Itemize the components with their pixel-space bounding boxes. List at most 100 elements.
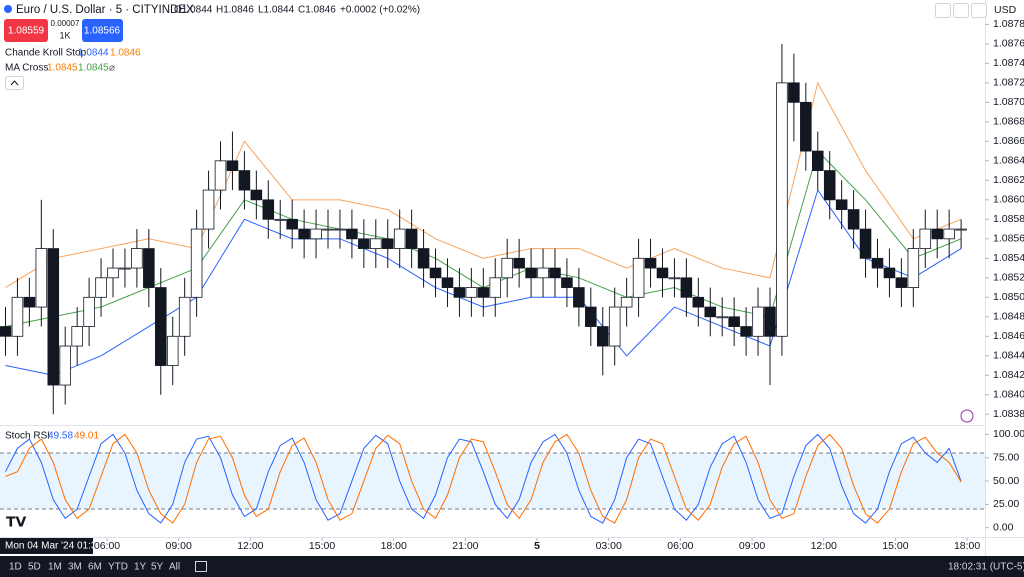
sell-price[interactable]: 1.08559 [8, 26, 45, 37]
y-tick-label: 1.0856 [993, 233, 1024, 245]
x-tick-label: 12:00 [811, 540, 837, 552]
y-tick-label: 1.0868 [993, 116, 1024, 128]
sell-button[interactable] [4, 19, 48, 42]
candle-body [692, 296, 705, 308]
y-tick-label: 1.0846 [993, 330, 1024, 342]
candle-body [71, 326, 83, 347]
pane-title: Stoch RSI [5, 431, 50, 442]
candle-body [501, 257, 513, 279]
range-button[interactable]: 5D [28, 562, 41, 573]
candle-body [835, 199, 848, 210]
candle-body [716, 316, 728, 319]
buy-button[interactable] [82, 19, 123, 42]
candle-body [776, 82, 788, 337]
candle-body [83, 296, 95, 327]
y-tick-label: 1.0848 [993, 311, 1024, 323]
candle-body [620, 296, 633, 308]
calendar-icon[interactable] [195, 561, 207, 572]
x-tick-label: 06:00 [94, 540, 120, 552]
quantity[interactable]: 1K [59, 30, 70, 40]
candle-body [119, 267, 131, 270]
x-tick-label: 12:00 [237, 540, 263, 552]
candle-body [764, 306, 776, 337]
collapse-button[interactable] [5, 76, 24, 90]
candle-body [286, 218, 298, 230]
buy-price[interactable]: 1.08566 [84, 26, 121, 37]
candle-body [943, 228, 955, 240]
range-buttons: 1D 5D 1M 3M 6M YTD 1Y 5Y All [9, 562, 180, 573]
candle-body [238, 170, 251, 191]
candle-body [728, 316, 740, 327]
candle-body [573, 287, 585, 308]
range-button[interactable]: 5Y [151, 562, 164, 573]
indicator-name: MA Cross [5, 63, 48, 74]
candle-body [513, 257, 525, 269]
candle-body [226, 160, 239, 171]
candle-body [453, 287, 466, 298]
candle-body [405, 228, 418, 249]
candle-body [489, 277, 502, 298]
y-tick-label: 50.00 [993, 475, 1019, 487]
band [0, 453, 985, 510]
ohlc: C1.0846 [298, 5, 336, 16]
candle-body [334, 228, 346, 231]
x-tick-label: 09:00 [166, 540, 192, 552]
y-tick-label: 1.0872 [993, 77, 1024, 89]
candle-body [166, 335, 179, 366]
candle-body [322, 228, 334, 231]
candle-body [358, 238, 370, 249]
candle-body [381, 238, 394, 249]
ohlc: H1.0846 [216, 5, 254, 16]
range-button[interactable]: All [169, 562, 180, 573]
candle-body [895, 277, 908, 288]
x-tick-label: 15:00 [882, 540, 908, 552]
candle-body [11, 296, 24, 337]
candle-body [644, 257, 657, 269]
y-tick-label: 1.0862 [993, 174, 1024, 186]
candle-body [202, 189, 215, 230]
icon-button[interactable] [971, 3, 987, 18]
marks [0, 43, 985, 524]
alert-icon[interactable] [960, 409, 974, 423]
crosshair-label [0, 538, 93, 554]
indicator-value: 1.0844 [78, 48, 109, 59]
y-tick-label: 1.0852 [993, 272, 1024, 284]
range-button[interactable]: 1M [48, 562, 62, 573]
y-tick-label: 1.0866 [993, 135, 1024, 147]
y-tick-label: 1.0840 [993, 389, 1024, 401]
indicator-name: Chande Kroll Stop [5, 48, 87, 59]
candle-body [393, 228, 406, 249]
icon-button[interactable] [953, 3, 969, 18]
clock: 18:02:31 (UTC-5) [948, 562, 1024, 573]
candle-body [549, 267, 561, 279]
legend-value: 49.01 [74, 431, 99, 442]
x-tick-label: 21:00 [452, 540, 478, 552]
candle-body [668, 277, 681, 280]
candle-body [632, 257, 645, 298]
candle-body [883, 267, 896, 279]
range-button[interactable]: YTD [108, 562, 128, 573]
y-tick-label: 1.0844 [993, 350, 1024, 362]
candle-body [346, 228, 358, 240]
icon-button[interactable] [935, 3, 951, 18]
candle-body [871, 257, 884, 269]
y-tick-label: 1.0876 [993, 38, 1024, 50]
candle-body [788, 82, 800, 103]
range-button[interactable]: 6M [88, 562, 102, 573]
y-tick-label: 1.0842 [993, 369, 1024, 381]
candle-body [823, 170, 836, 201]
candle-body [131, 248, 143, 269]
indicator-value: 1.0845 [47, 63, 78, 74]
candle-body [680, 277, 693, 298]
candle-body [585, 306, 597, 327]
candle-body [107, 267, 119, 279]
y-tick-label: 25.00 [993, 498, 1019, 510]
chevron-icon [10, 80, 19, 86]
range-button[interactable]: 1D [9, 562, 22, 573]
candle-body [429, 267, 442, 279]
range-button[interactable]: 3M [68, 562, 82, 573]
candle-body [740, 326, 752, 337]
range-button[interactable]: 1Y [134, 562, 147, 573]
candle-body [35, 248, 48, 308]
